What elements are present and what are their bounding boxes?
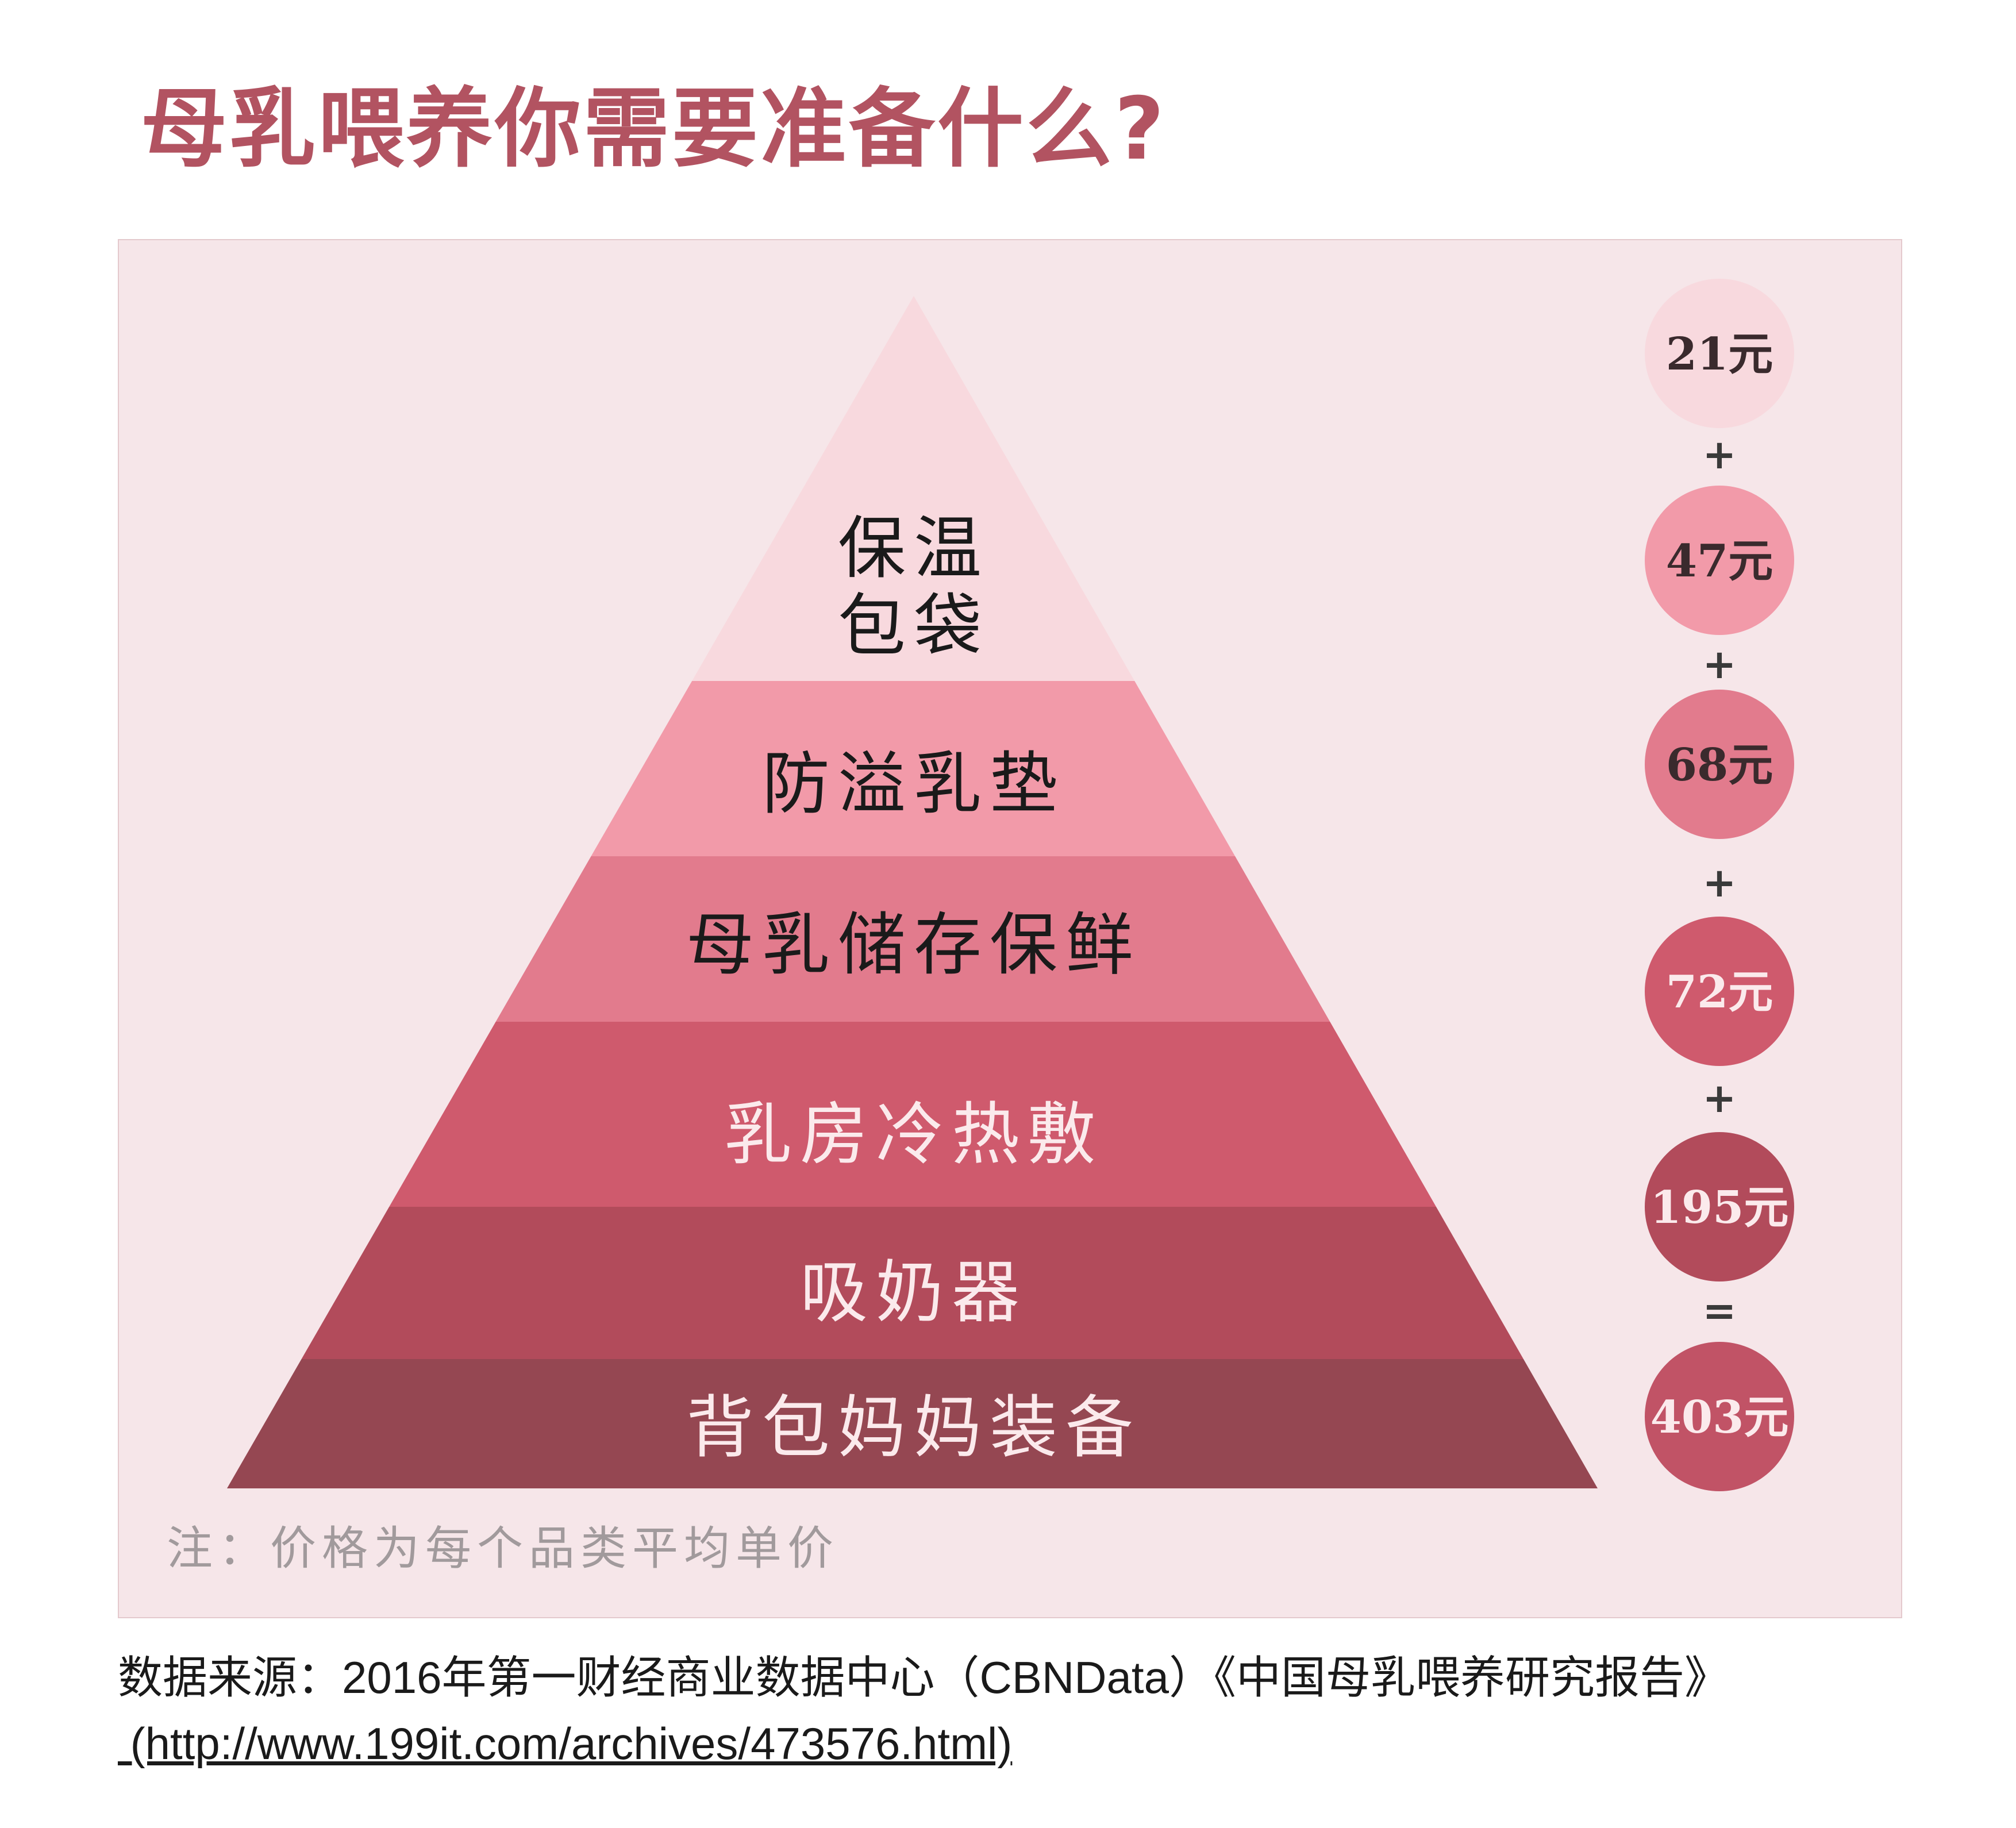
cost-bubble-circle (1645, 486, 1794, 635)
cost-bubble-4: 72元 (1645, 917, 1794, 1066)
cost-value-label: 68元 (1666, 739, 1773, 791)
pyramid-tier-shape (227, 1359, 1598, 1488)
cost-value-label: 195元 (1650, 1182, 1789, 1234)
cost-bubble-2: 47元 (1645, 486, 1794, 635)
pyramid-tier-label: 防溢乳垫 (762, 744, 1065, 823)
cost-bubble-6: 403元 (1645, 1342, 1794, 1491)
pyramid-tier-2: 防溢乳垫 (591, 681, 1236, 856)
pyramid-tier-label: 乳房冷热敷 (724, 1095, 1103, 1174)
plus-sign: + (1703, 1075, 1737, 1122)
pyramid-tier-label: 保温 (838, 509, 990, 588)
cost-bubble-1: 21元 (1645, 279, 1794, 428)
cost-value-label: 72元 (1666, 966, 1773, 1018)
pyramid-tier-shape (301, 1207, 1523, 1359)
pyramid-tier-label: 包袋 (838, 586, 990, 665)
cost-bubble-circle (1645, 1342, 1794, 1491)
cost-column: 21元 47元 68元 72元 195元 403元 + + + + = (1645, 279, 1794, 1491)
pyramid-tier-shape (591, 681, 1236, 856)
pyramid-tier-label: 吸奶器 (800, 1253, 1028, 1332)
plus-sign: + (1703, 859, 1737, 906)
plus-sign: + (1703, 431, 1737, 478)
pyramid-tier-4: 乳房冷热敷 (389, 1022, 1436, 1207)
pyramid-tier-label: 母乳储存保鲜 (686, 905, 1141, 984)
pyramid-tier-shape (495, 856, 1330, 1022)
pyramid-tier-shape (692, 296, 1135, 681)
cost-value-label: 403元 (1650, 1391, 1789, 1444)
pyramid-tier-label: 背包妈妈装备 (686, 1388, 1141, 1467)
cost-bubble-3: 68元 (1645, 690, 1794, 839)
page-title: 母乳喂养你需要准备什么? (141, 79, 1167, 179)
cost-bubble-circle (1645, 1132, 1794, 1281)
cost-bubble-5: 195元 (1645, 1132, 1794, 1281)
pyramid-tier-6: 背包妈妈装备 (227, 1359, 1598, 1488)
pyramid-tier-shape (389, 1022, 1436, 1207)
source-citation: 数据来源：2016年第一财经商业数据中心（CBNData）《中国母乳喂养研究报告… (118, 1652, 1729, 1703)
source-url-link[interactable]: (http://www.199it.com/archives/473576.ht… (118, 1718, 1013, 1769)
cost-value-label: 21元 (1666, 328, 1773, 380)
cost-bubble-circle (1645, 690, 1794, 839)
cost-value-label: 47元 (1666, 535, 1773, 587)
plus-sign: + (1703, 641, 1737, 688)
equals-sign: = (1703, 1287, 1737, 1334)
pyramid-tier-5: 吸奶器 (301, 1207, 1523, 1359)
price-note: 注：价格为每个品类平均单价 (167, 1522, 839, 1575)
cost-bubble-circle (1645, 279, 1794, 428)
cost-bubble-circle (1645, 917, 1794, 1066)
pyramid-tier-3: 母乳储存保鲜 (495, 856, 1330, 1022)
